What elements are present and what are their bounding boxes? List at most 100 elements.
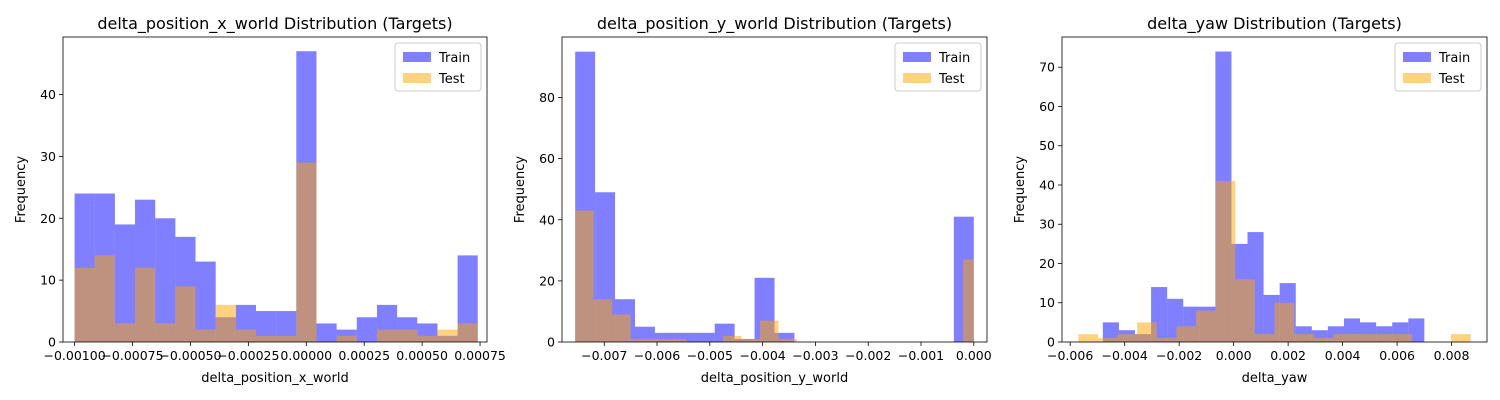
x-tick-label: −0.001 (898, 348, 944, 363)
legend-swatch-test (403, 73, 431, 83)
legend-label-test: Test (438, 72, 465, 87)
histogram-bar (1254, 334, 1275, 342)
legend-label-train: Train (938, 51, 970, 66)
legend-label-test: Test (1438, 72, 1465, 87)
x-tick-label: −0.002 (1156, 348, 1202, 363)
histogram-bar (195, 329, 216, 342)
histogram-bar (1078, 334, 1098, 342)
y-tick-label: 20 (539, 273, 555, 288)
x-tick-label: 0.00025 (338, 348, 390, 363)
legend-label-train: Train (438, 51, 470, 66)
histogram-bar (1235, 279, 1255, 342)
series-train (1102, 51, 1425, 343)
histogram-bar (296, 162, 317, 342)
histogram-bar (175, 286, 196, 342)
y-tick-label: 60 (539, 151, 555, 166)
x-tick-label: 0.004 (1325, 348, 1361, 363)
series-test (1078, 181, 1471, 342)
series-test (575, 210, 974, 342)
x-tick-label: 0.00050 (396, 348, 448, 363)
chart-title: delta_yaw Distribution (Targets) (1147, 14, 1402, 34)
x-tick-label: 0.008 (1434, 348, 1470, 363)
histogram-bar (575, 210, 594, 342)
histogram-bar (963, 259, 974, 342)
chart-title: delta_position_y_world Distribution (Tar… (597, 14, 952, 34)
histogram-bar (723, 335, 742, 342)
x-axis-label: delta_position_y_world (701, 371, 848, 386)
y-tick-label: 0 (1047, 335, 1055, 350)
histogram-bar (1102, 322, 1119, 342)
histogram-bar (759, 320, 779, 342)
histogram-bar (336, 335, 357, 342)
histogram-bar (1274, 302, 1295, 342)
y-tick-label: 50 (1039, 138, 1055, 153)
axes-frame (1061, 36, 1488, 343)
legend-label-train: Train (1438, 51, 1470, 66)
histogram-bar (114, 323, 136, 342)
x-tick-label: −0.002 (845, 348, 891, 363)
histogram-bar (1392, 334, 1412, 342)
histogram-bar (630, 338, 650, 342)
legend-swatch-test (903, 73, 931, 83)
y-axis-label: Frequency (1013, 156, 1028, 223)
histogram-bar (94, 255, 115, 342)
y-tick-label: 10 (1039, 295, 1055, 310)
x-tick-label: 0.000 (1216, 348, 1252, 363)
histogram-bar (649, 338, 668, 342)
y-tick-label: 0 (547, 335, 555, 350)
legend-label-test: Test (938, 72, 965, 87)
x-tick-label: 0.006 (1379, 348, 1415, 363)
legend-swatch-test (1403, 73, 1431, 83)
y-tick-label: 20 (1039, 256, 1055, 271)
y-tick-label: 40 (40, 87, 56, 102)
histogram-bar (593, 299, 613, 342)
series-test (74, 162, 478, 342)
legend: Train Test (394, 42, 482, 92)
histogram-bar (356, 317, 377, 342)
histogram-bar (276, 311, 297, 342)
histogram-bar (1137, 322, 1157, 342)
x-tick-label: −0.00050 (159, 348, 221, 363)
histogram-bar (135, 267, 156, 342)
histogram-bar (1451, 334, 1471, 342)
x-tick-label: 0.00075 (454, 348, 506, 363)
histogram-bar (256, 311, 277, 342)
histogram-bar (674, 332, 695, 342)
x-tick-label: −0.00100 (43, 348, 105, 363)
x-tick-label: −0.006 (634, 348, 680, 363)
histogram-bar (276, 335, 297, 342)
histogram-bar (155, 218, 176, 342)
chart-title: delta_position_x_world Distribution (Tar… (97, 14, 452, 34)
histogram-bar (634, 326, 655, 342)
histogram-bar (316, 323, 337, 342)
histogram-bar (1333, 334, 1353, 342)
legend: Train Test (894, 42, 982, 92)
histogram-bar (1352, 334, 1373, 342)
chart-1: −0.00100−0.00075−0.00050−0.00025 0.00000 0… (14, 14, 506, 386)
y-axis-label: Frequency (513, 156, 528, 223)
axes-frame (62, 36, 488, 343)
y-tick-label: 0 (48, 335, 56, 350)
chart-2: −0.007 −0.006 −0.005 −0.004 −0.003 −0.002 −0.0… (513, 14, 992, 386)
histogram-bar (1311, 330, 1328, 342)
y-tick-label: 40 (1039, 177, 1055, 192)
histogram-bar (1372, 334, 1393, 342)
x-tick-label: −0.004 (739, 348, 785, 363)
histogram-bar (1176, 326, 1197, 342)
y-tick-label: 60 (1039, 99, 1055, 114)
histogram-bar (778, 338, 797, 342)
histogram-bar (457, 323, 478, 342)
series-train (575, 51, 974, 343)
x-tick-label: −0.00025 (217, 348, 279, 363)
x-axis-label: delta_yaw (1242, 371, 1308, 386)
histogram-bar (457, 255, 478, 342)
histogram-bar (1215, 181, 1236, 342)
histogram-bar (667, 338, 687, 342)
chart-3: −0.006 −0.004 −0.002 0.000 0.002 0.004 0.006 0.… (1013, 14, 1488, 386)
x-tick-label: −0.004 (1102, 348, 1148, 363)
histogram-bar (195, 261, 216, 342)
x-tick-label: −0.00075 (101, 348, 163, 363)
y-tick-label: 30 (1039, 217, 1055, 232)
y-tick-label: 80 (539, 90, 555, 105)
